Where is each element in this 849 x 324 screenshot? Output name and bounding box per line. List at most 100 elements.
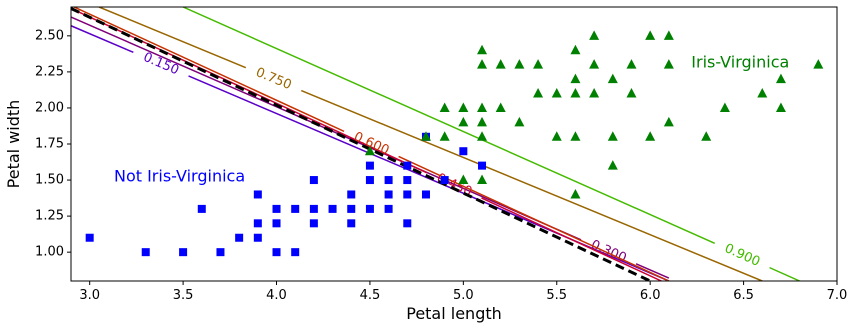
x-tick-label: 3.0 xyxy=(79,288,100,303)
point-virginica xyxy=(775,73,786,84)
point-virginica xyxy=(514,116,525,127)
x-tick-label: 6.5 xyxy=(733,288,754,303)
point-virginica xyxy=(645,30,656,40)
point-not-virginica xyxy=(179,248,188,257)
point-virginica xyxy=(589,30,600,40)
point-virginica xyxy=(477,131,488,141)
point-virginica xyxy=(495,102,506,112)
point-virginica xyxy=(589,88,600,98)
point-virginica xyxy=(775,102,786,112)
y-axis-title: Petal width xyxy=(4,100,23,189)
x-axis-title: Petal length xyxy=(406,304,502,323)
plot-frame xyxy=(70,6,838,282)
point-not-virginica xyxy=(216,248,225,257)
class-label: Not Iris-Virginica xyxy=(114,167,245,186)
point-virginica xyxy=(570,88,581,98)
point-virginica xyxy=(701,131,712,141)
point-virginica xyxy=(757,88,768,98)
point-virginica xyxy=(663,30,674,40)
y-tick-label: 1.50 xyxy=(35,173,64,188)
point-virginica xyxy=(420,131,431,141)
point-virginica xyxy=(477,102,488,112)
point-not-virginica xyxy=(272,219,281,228)
point-not-virginica xyxy=(403,161,412,170)
contour-line-5 xyxy=(182,7,800,281)
point-not-virginica xyxy=(440,176,449,185)
decision-boundary xyxy=(71,7,651,281)
x-tick-label: 7.0 xyxy=(827,288,848,303)
x-tick-label: 5.0 xyxy=(453,288,474,303)
point-not-virginica xyxy=(253,190,262,199)
x-tick-label: 4.0 xyxy=(266,288,287,303)
point-not-virginica xyxy=(384,204,393,213)
point-virginica xyxy=(663,116,674,127)
point-virginica xyxy=(458,102,469,112)
point-virginica xyxy=(495,59,506,69)
point-not-virginica xyxy=(197,204,206,213)
point-virginica xyxy=(570,44,581,55)
point-virginica xyxy=(626,59,637,69)
x-tick-label: 3.5 xyxy=(173,288,194,303)
point-virginica xyxy=(626,88,637,98)
y-tick-label: 1.00 xyxy=(35,245,64,260)
point-virginica xyxy=(589,59,600,69)
y-tick-label: 1.75 xyxy=(35,137,64,152)
point-not-virginica xyxy=(403,219,412,228)
point-not-virginica xyxy=(253,219,262,228)
y-tick-label: 1.25 xyxy=(35,209,64,224)
point-virginica xyxy=(514,59,525,69)
point-virginica xyxy=(570,131,581,141)
point-virginica xyxy=(458,174,469,185)
point-not-virginica xyxy=(272,248,281,257)
x-tick-label: 6.0 xyxy=(640,288,661,303)
contour-label: 0.750 xyxy=(253,65,293,93)
point-not-virginica xyxy=(478,161,487,170)
point-virginica xyxy=(570,73,581,84)
point-virginica xyxy=(533,59,544,69)
class-label: Iris-Virginica xyxy=(691,53,789,72)
point-not-virginica xyxy=(347,190,356,199)
point-virginica xyxy=(439,131,450,141)
point-not-virginica xyxy=(253,233,262,242)
point-virginica xyxy=(607,131,618,141)
point-not-virginica xyxy=(309,204,318,213)
point-not-virginica xyxy=(291,248,300,257)
point-not-virginica xyxy=(141,248,150,257)
point-virginica xyxy=(533,88,544,98)
point-virginica xyxy=(570,188,581,199)
point-virginica xyxy=(477,174,488,185)
point-not-virginica xyxy=(291,204,300,213)
point-not-virginica xyxy=(421,190,430,199)
point-not-virginica xyxy=(85,233,94,242)
point-virginica xyxy=(645,131,656,141)
point-virginica xyxy=(663,59,674,69)
point-virginica xyxy=(477,44,488,55)
point-virginica xyxy=(719,102,730,112)
point-not-virginica xyxy=(403,190,412,199)
point-not-virginica xyxy=(459,147,468,156)
point-not-virginica xyxy=(403,176,412,185)
y-tick-label: 2.25 xyxy=(35,64,64,79)
point-not-virginica xyxy=(272,204,281,213)
y-tick-label: 2.00 xyxy=(35,100,64,115)
point-virginica xyxy=(477,59,488,69)
contour-line-4 xyxy=(98,7,763,281)
point-virginica xyxy=(813,59,824,69)
point-not-virginica xyxy=(309,219,318,228)
point-not-virginica xyxy=(235,233,244,242)
x-tick-label: 5.5 xyxy=(546,288,567,303)
point-virginica xyxy=(607,73,618,84)
point-not-virginica xyxy=(347,204,356,213)
point-virginica xyxy=(551,88,562,98)
contour-label: 0.900 xyxy=(722,241,762,270)
x-axis: 3.0 3.5 4.0 4.5 5.0 5.5 6.0 6.5 7.0 xyxy=(79,281,847,303)
point-not-virginica xyxy=(384,190,393,199)
y-axis: 1.00 1.25 1.50 1.75 2.00 2.25 2.50 xyxy=(35,28,71,260)
point-virginica xyxy=(439,102,450,112)
point-not-virginica xyxy=(365,176,374,185)
point-virginica xyxy=(607,160,618,170)
point-not-virginica xyxy=(309,176,318,185)
point-virginica xyxy=(551,131,562,141)
